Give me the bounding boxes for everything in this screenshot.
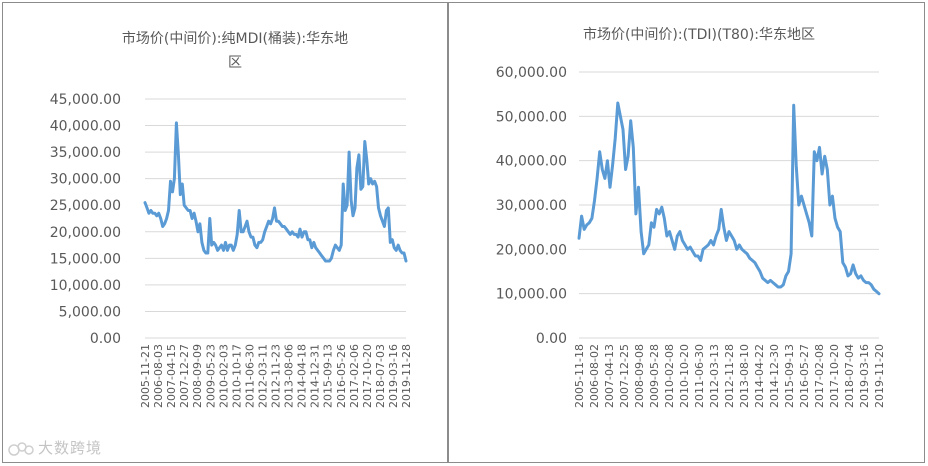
tdi-price-chart: 市场价(中间价):(TDI)(T80):华东地区 0.00 10,000.00 20,… xyxy=(496,26,886,408)
tdi-chart-panel: 市场价(中间价):(TDI)(T80):华东地区 0.00 10,000.00 20,… xyxy=(448,2,925,463)
x-tick-label: 2012-11-23 xyxy=(270,344,283,408)
x-tick-label: 2014-12-30 xyxy=(768,344,781,408)
series-line xyxy=(577,101,881,296)
x-tick-label: 2019-03-16 xyxy=(858,344,871,408)
series-line xyxy=(143,121,408,263)
x-tick-label: 2010-10-17 xyxy=(230,344,243,408)
x-tick-label: 2015-09-13 xyxy=(783,344,796,408)
x-tick-label: 2018-07-04 xyxy=(843,344,856,408)
y-tick-label: 60,000.00 xyxy=(496,65,567,81)
x-tick-label: 2011-06-30 xyxy=(243,344,256,408)
x-tick-label: 2016-05-27 xyxy=(798,344,811,408)
x-tick-label: 2019-11-28 xyxy=(400,344,413,408)
y-tick-label: 30,000.00 xyxy=(496,198,567,214)
x-tick-label: 2007-04-13 xyxy=(603,344,616,408)
x-tick-label: 2012-03-13 xyxy=(708,344,721,408)
x-tick-label: 2005-11-21 xyxy=(139,344,152,408)
x-tick-label: 2009-05-23 xyxy=(204,344,217,408)
chart-title: 市场价(中间价):(TDI)(T80):华东地区 xyxy=(583,26,815,43)
x-tick-label: 2007-12-27 xyxy=(178,344,191,408)
x-tick-label: 2009-05-28 xyxy=(648,344,661,408)
x-tick-label: 2017-10-20 xyxy=(361,344,374,408)
y-tick-label: 35,000.00 xyxy=(50,145,121,161)
x-tick-label: 2017-02-08 xyxy=(813,344,826,408)
mdi-price-chart: 市场价(中间价):纯MDI(桶装):华东地区 0.00 5,000.00 10,000… xyxy=(50,30,413,408)
x-tick-label: 2006-08-02 xyxy=(588,344,601,408)
y-tick-label: 10,000.00 xyxy=(496,287,567,303)
y-tick-label: 0.00 xyxy=(90,331,121,347)
x-tick-label: 2014-04-22 xyxy=(753,344,766,408)
watermark-text: 大数跨境 xyxy=(38,439,103,457)
x-tick-label: 2007-12-25 xyxy=(618,344,631,408)
chart-title: 区 xyxy=(228,55,242,71)
y-tick-label: 20,000.00 xyxy=(496,242,567,258)
y-tick-label: 20,000.00 xyxy=(50,225,121,241)
y-tick-label: 30,000.00 xyxy=(50,172,121,188)
y-tick-label: 10,000.00 xyxy=(50,278,121,294)
x-tick-label: 2015-09-13 xyxy=(322,344,335,408)
x-tick-label: 2016-05-26 xyxy=(335,344,348,408)
y-tick-label: 45,000.00 xyxy=(50,92,121,108)
y-tick-label: 5,000.00 xyxy=(59,304,121,320)
x-tick-label: 2007-04-15 xyxy=(165,344,178,408)
mdi-chart-panel: 市场价(中间价):纯MDI(桶装):华东地区 0.00 5,000.00 10,000… xyxy=(2,2,448,463)
x-tick-label: 2019-03-16 xyxy=(387,344,400,408)
x-tick-label: 2005-11-18 xyxy=(573,344,586,408)
y-tick-label: 50,000.00 xyxy=(496,109,567,125)
x-tick-label: 2014-12-31 xyxy=(309,344,322,408)
y-tick-label: 0.00 xyxy=(536,331,567,347)
x-tick-label: 2019-11-20 xyxy=(873,344,886,408)
x-tick-label: 2013-08-06 xyxy=(283,344,296,408)
y-tick-label: 15,000.00 xyxy=(50,251,121,267)
watermark-logo-icon xyxy=(8,441,34,456)
x-tick-label: 2017-10-20 xyxy=(828,344,841,408)
x-tick-label: 2010-02-08 xyxy=(663,344,676,408)
x-tick-label: 2012-11-28 xyxy=(723,344,736,408)
y-tick-label: 40,000.00 xyxy=(496,154,567,170)
watermark: 大数跨境 xyxy=(8,437,102,458)
x-tick-label: 2012-03-11 xyxy=(256,344,269,408)
x-tick-label: 2014-04-18 xyxy=(296,344,309,408)
x-tick-label: 2011-06-30 xyxy=(693,344,706,408)
x-tick-label: 2010-02-03 xyxy=(217,344,230,408)
x-tick-label: 2018-07-03 xyxy=(374,344,387,408)
x-tick-label: 2006-08-03 xyxy=(152,344,165,408)
x-tick-label: 2013-08-10 xyxy=(738,344,751,408)
x-tick-label: 2008-09-09 xyxy=(191,344,204,408)
x-tick-label: 2010-10-20 xyxy=(678,344,691,408)
y-tick-label: 40,000.00 xyxy=(50,119,121,135)
chart-title: 市场价(中间价):纯MDI(桶装):华东地 xyxy=(122,30,348,47)
x-tick-label: 2017-02-06 xyxy=(348,344,361,408)
y-tick-label: 25,000.00 xyxy=(50,198,121,214)
x-tick-label: 2008-09-08 xyxy=(633,344,646,408)
